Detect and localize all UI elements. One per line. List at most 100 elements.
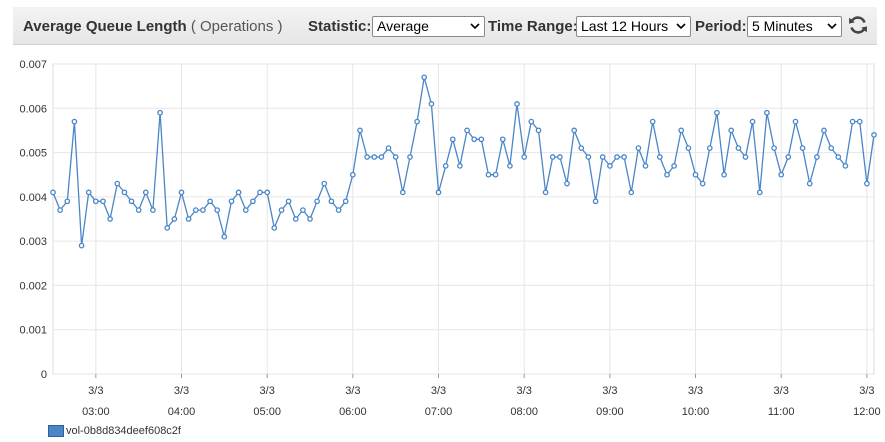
data-point — [778, 171, 785, 178]
data-point — [121, 189, 128, 196]
y-tick-label: 0 — [41, 369, 47, 381]
data-point — [135, 207, 142, 213]
data-point — [300, 207, 306, 213]
data-point — [849, 118, 856, 125]
data-point — [557, 154, 563, 160]
x-tick-date: 3/3 — [602, 385, 617, 397]
x-tick-time: 09:00 — [596, 406, 624, 418]
data-point — [756, 189, 763, 196]
x-tick-time: 05:00 — [253, 406, 281, 418]
data-point — [457, 163, 463, 169]
data-point — [485, 171, 492, 178]
data-point — [264, 189, 271, 196]
statistic-select[interactable]: Average — [372, 16, 485, 37]
data-point — [821, 127, 827, 134]
data-point — [764, 109, 770, 116]
x-tick-time: 07:00 — [425, 406, 453, 418]
data-point — [828, 145, 835, 151]
time-range-select[interactable]: Last 12 Hours — [576, 16, 691, 37]
data-point — [542, 189, 549, 196]
data-point — [585, 154, 592, 160]
x-tick-date: 3/3 — [774, 385, 789, 397]
x-tick-date: 3/3 — [88, 385, 103, 397]
data-point — [221, 233, 228, 240]
data-point — [628, 189, 635, 196]
x-tick-time: 11:00 — [768, 406, 795, 418]
data-point — [228, 198, 235, 205]
y-tick-label: 0.006 — [19, 103, 47, 115]
data-point — [128, 198, 135, 205]
data-point — [706, 145, 713, 151]
data-point — [578, 145, 585, 151]
x-tick-date: 3/3 — [431, 385, 446, 397]
data-point — [621, 154, 627, 160]
data-point — [749, 118, 756, 125]
period-value: 5 Minutes — [752, 18, 813, 34]
data-point — [642, 163, 649, 169]
statistic-value: Average — [377, 18, 429, 34]
x-tick-date: 3/3 — [345, 385, 360, 397]
data-point — [771, 145, 777, 151]
time-range-value: Last 12 Hours — [581, 18, 669, 34]
data-point — [671, 163, 677, 169]
data-point — [607, 163, 613, 169]
data-point — [185, 216, 192, 222]
x-tick-time: 06:00 — [339, 406, 367, 418]
data-point — [571, 127, 578, 134]
data-point — [85, 189, 92, 196]
data-point — [699, 180, 706, 187]
chart-title-text: Average Queue Length — [23, 18, 187, 35]
data-point — [549, 154, 556, 160]
data-point — [864, 180, 870, 187]
data-point — [528, 118, 535, 125]
data-point — [385, 145, 392, 151]
data-point — [178, 189, 185, 196]
x-tick-time: 10:00 — [682, 406, 710, 418]
x-tick-time: 12:00 — [853, 406, 881, 418]
data-point — [835, 154, 842, 160]
data-point — [150, 207, 156, 213]
data-point — [171, 216, 178, 222]
period-select[interactable]: 5 Minutes — [747, 16, 842, 37]
data-point — [428, 101, 435, 107]
data-point — [564, 180, 570, 187]
data-point — [71, 118, 78, 125]
data-point — [449, 136, 456, 143]
data-point — [328, 198, 335, 205]
x-tick-time: 08:00 — [510, 406, 538, 418]
data-point — [242, 207, 249, 213]
data-point — [535, 127, 542, 134]
data-point — [806, 180, 813, 187]
data-point — [378, 154, 385, 160]
data-point — [271, 225, 278, 231]
data-point — [742, 154, 749, 160]
data-point — [192, 207, 199, 213]
data-point — [164, 225, 171, 231]
statistic-label: Statistic: — [308, 18, 372, 35]
data-point — [435, 189, 442, 196]
chart-toolbar: Average Queue Length ( Operations ) Stat… — [13, 7, 877, 45]
data-point — [278, 207, 285, 213]
data-point — [442, 163, 449, 169]
data-point — [514, 101, 520, 107]
data-point — [735, 145, 742, 151]
data-point — [407, 154, 413, 160]
data-point — [392, 154, 399, 160]
data-point — [157, 109, 163, 116]
data-point — [614, 154, 620, 160]
data-point — [471, 136, 478, 143]
data-point — [721, 171, 727, 178]
refresh-icon[interactable] — [847, 14, 869, 36]
data-point — [335, 207, 342, 213]
data-point — [814, 154, 820, 160]
data-point — [399, 189, 406, 196]
data-point — [235, 189, 242, 196]
legend-series-name: vol-0b8d834deef608c2f — [66, 425, 181, 437]
data-point — [492, 171, 499, 178]
data-point — [649, 118, 656, 125]
data-point — [792, 118, 799, 125]
x-tick-date: 3/3 — [174, 385, 189, 397]
data-point — [200, 207, 206, 213]
data-point — [78, 242, 85, 249]
